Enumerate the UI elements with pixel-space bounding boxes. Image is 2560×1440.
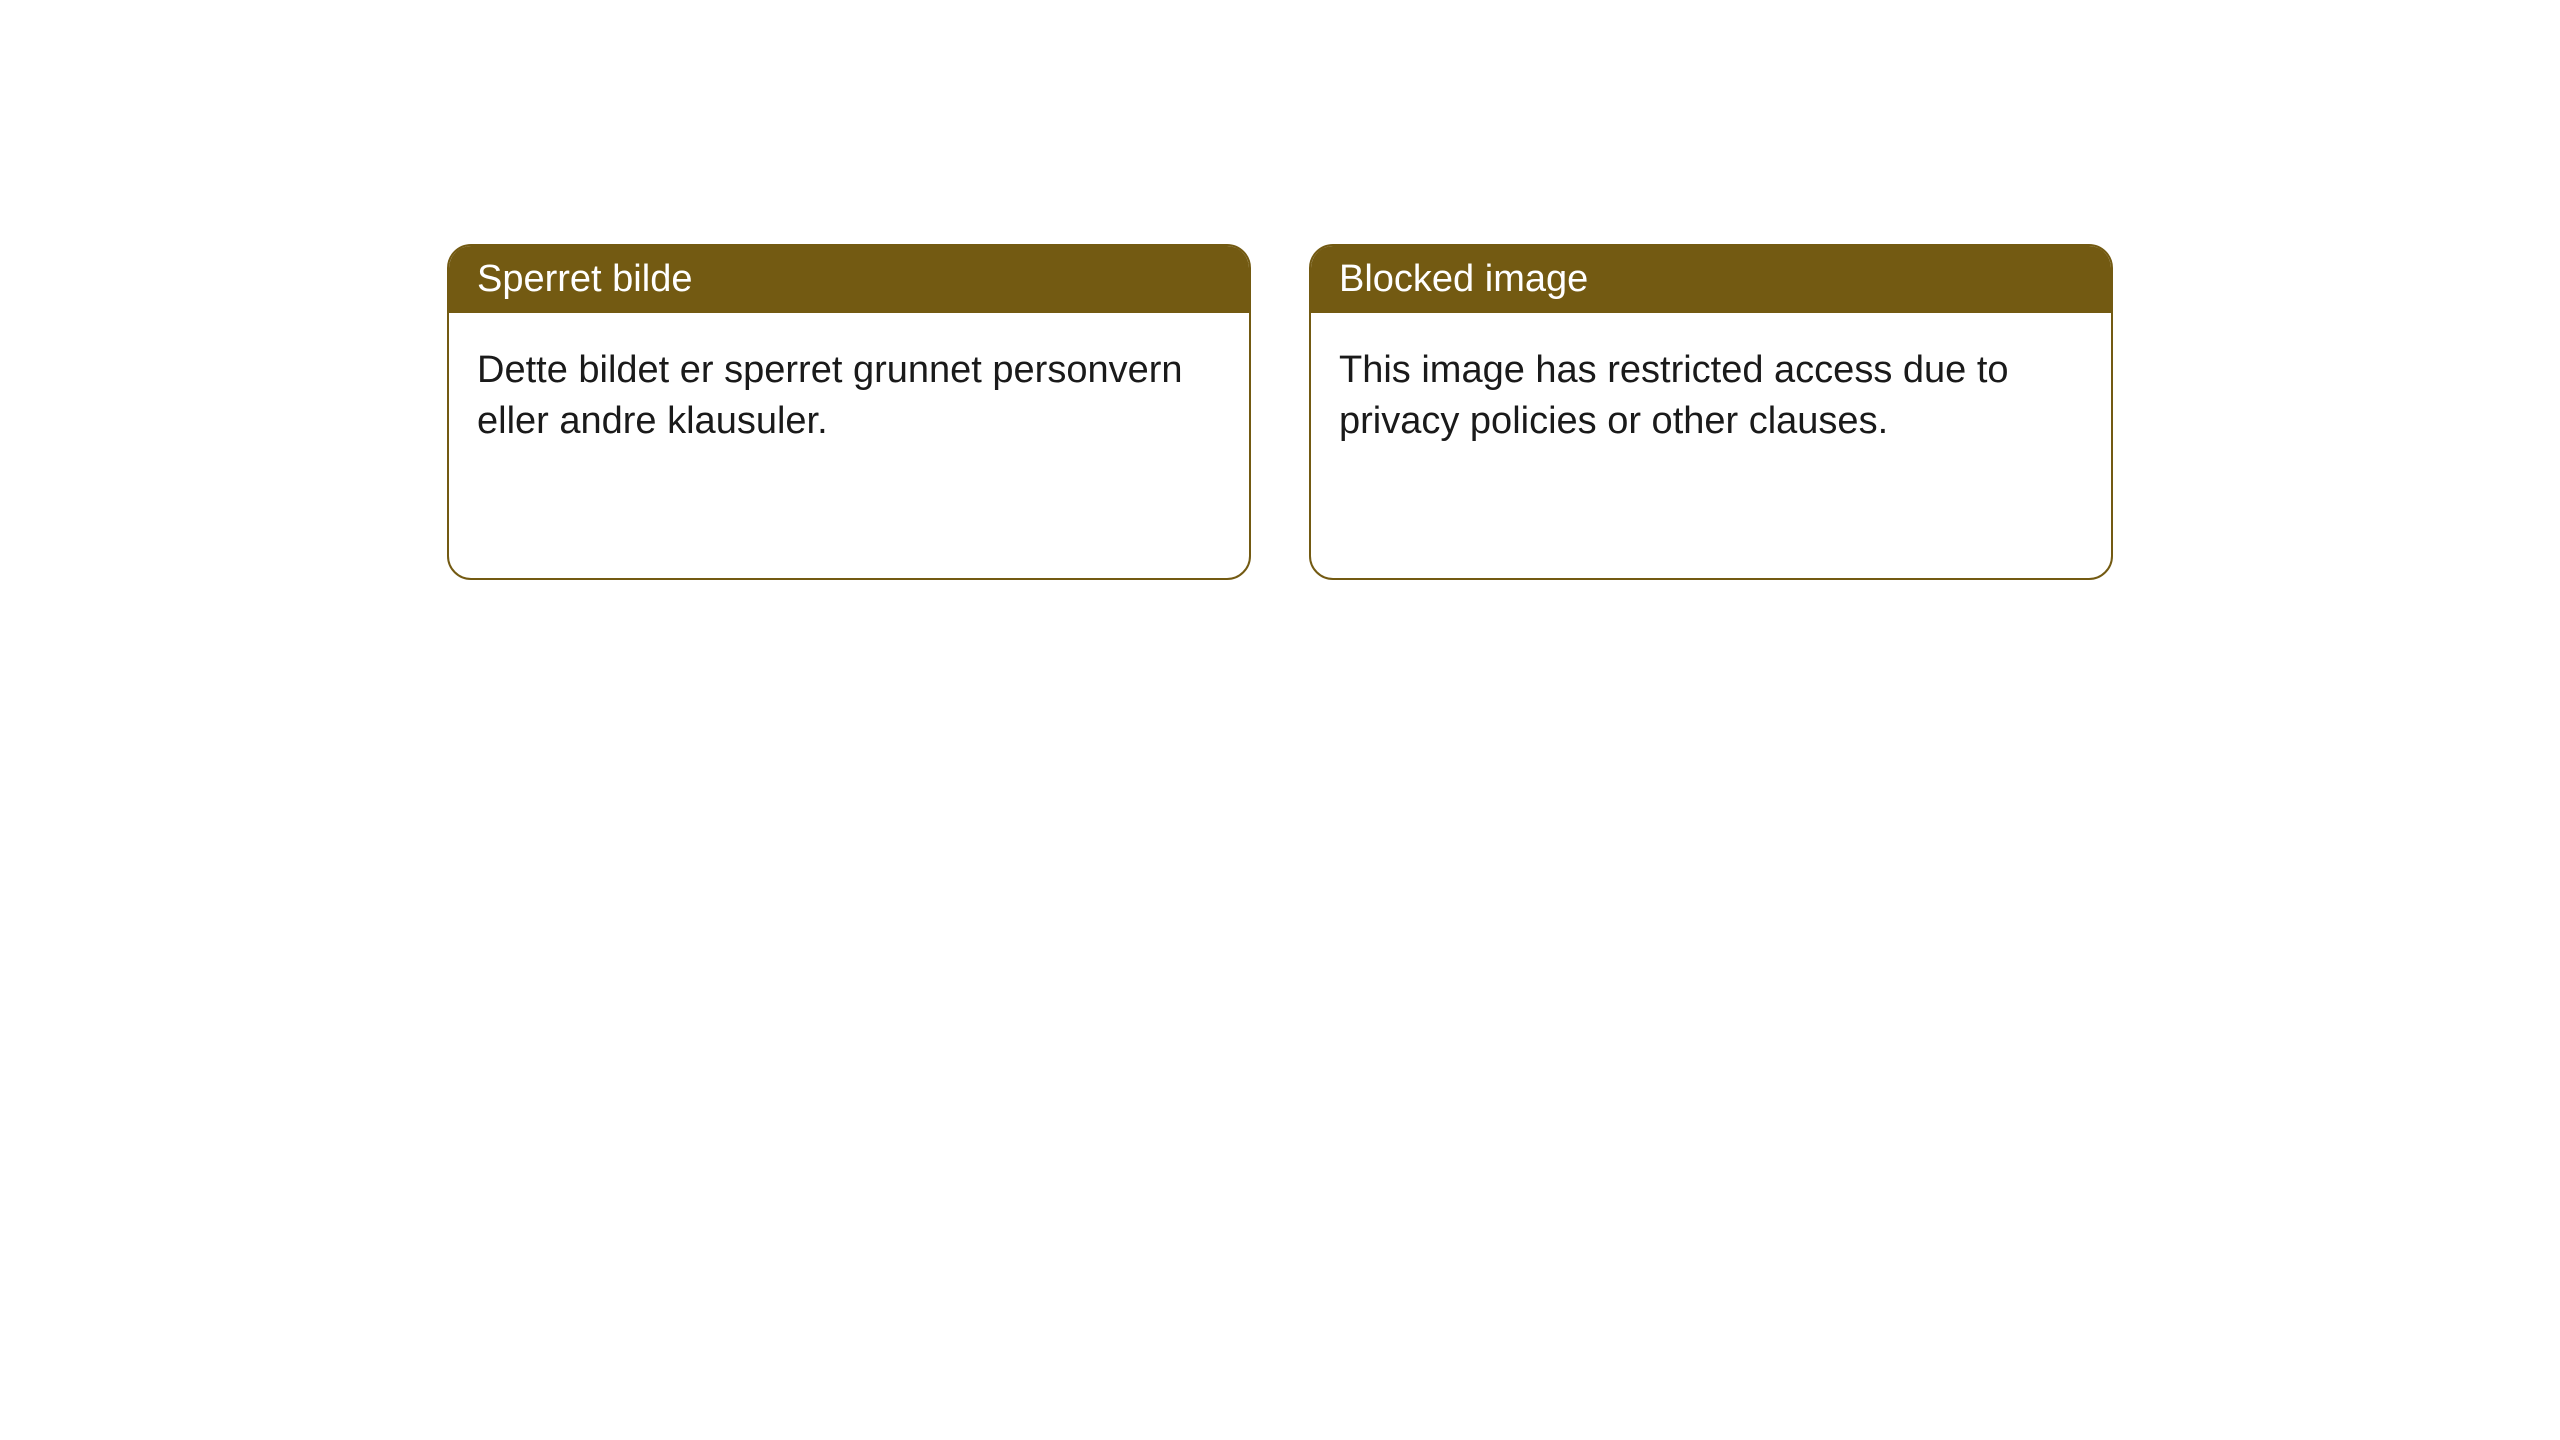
notice-card-body: Dette bildet er sperret grunnet personve… xyxy=(449,313,1249,479)
notice-container: Sperret bilde Dette bildet er sperret gr… xyxy=(0,0,2560,580)
notice-card-norwegian: Sperret bilde Dette bildet er sperret gr… xyxy=(447,244,1251,580)
notice-card-english: Blocked image This image has restricted … xyxy=(1309,244,2113,580)
notice-card-body: This image has restricted access due to … xyxy=(1311,313,2111,479)
notice-card-title: Sperret bilde xyxy=(449,246,1249,313)
notice-card-title: Blocked image xyxy=(1311,246,2111,313)
